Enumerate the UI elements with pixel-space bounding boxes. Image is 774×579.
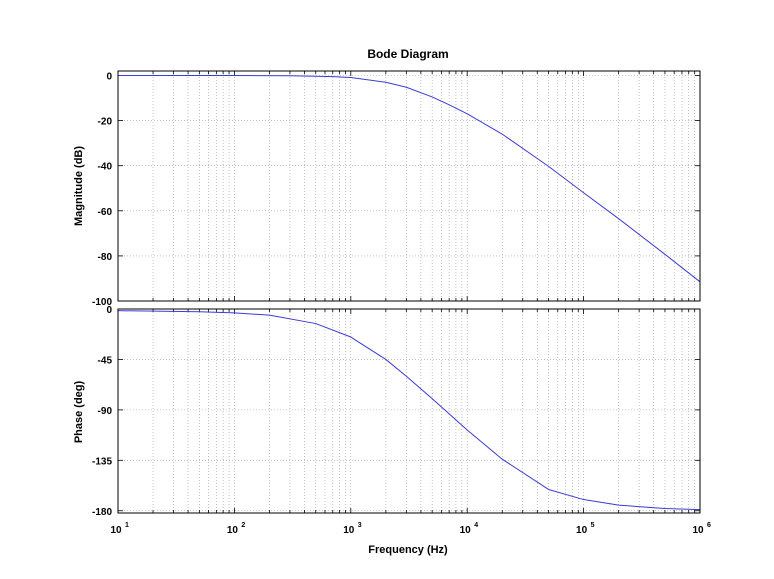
chart-title: Bode Diagram (367, 47, 448, 61)
x-tick-label-exponent: 3 (358, 522, 362, 529)
x-tick-label-exponent: 6 (707, 522, 711, 529)
y-axis-label-magnitude: Magnitude (dB) (73, 146, 85, 226)
y-tick-label: -90 (98, 406, 113, 417)
y-tick-label: -40 (98, 162, 113, 173)
x-tick-label-exponent: 5 (591, 522, 595, 529)
x-tick-label-exponent: 1 (125, 522, 129, 529)
y-axis-label-phase: Phase (deg) (73, 380, 85, 443)
x-tick-labels: 10 1 10 2 10 3 10 4 10 5 10 6 (110, 522, 711, 536)
x-tick-label: 10 (692, 525, 704, 536)
x-tick-label-exponent: 4 (474, 522, 478, 529)
y-tick-label: 0 (106, 72, 112, 83)
x-tick-label-exponent: 2 (241, 522, 245, 529)
x-tick-label: 10 (576, 525, 588, 536)
x-tick-label: 10 (110, 525, 122, 536)
x-tick-label: 10 (343, 525, 355, 536)
y-tick-label: -80 (98, 252, 113, 263)
axes-background (118, 309, 700, 513)
axes-frame (117, 308, 701, 514)
magnitude-line (118, 75, 701, 283)
y-tick-label: -180 (92, 507, 112, 518)
subplot-magnitude: 0 -20 -40 -60 -80 -100 (92, 70, 701, 308)
subplot-phase: 0 -45 -90 -135 -180 (92, 305, 701, 518)
phase-line (117, 310, 701, 511)
axes-background (118, 71, 700, 301)
y-tick-label: -60 (98, 207, 113, 218)
axes-frame (117, 70, 701, 302)
y-tick-label: 0 (106, 305, 112, 316)
x-tick-label: 10 (227, 525, 239, 536)
x-axis-label: Frequency (Hz) (368, 544, 448, 556)
y-tick-label: -45 (98, 355, 113, 366)
x-tick-label: 10 (460, 525, 472, 536)
y-tick-label: -20 (98, 117, 113, 128)
y-tick-label: -135 (92, 456, 112, 467)
y-tick-label: -100 (92, 297, 112, 308)
